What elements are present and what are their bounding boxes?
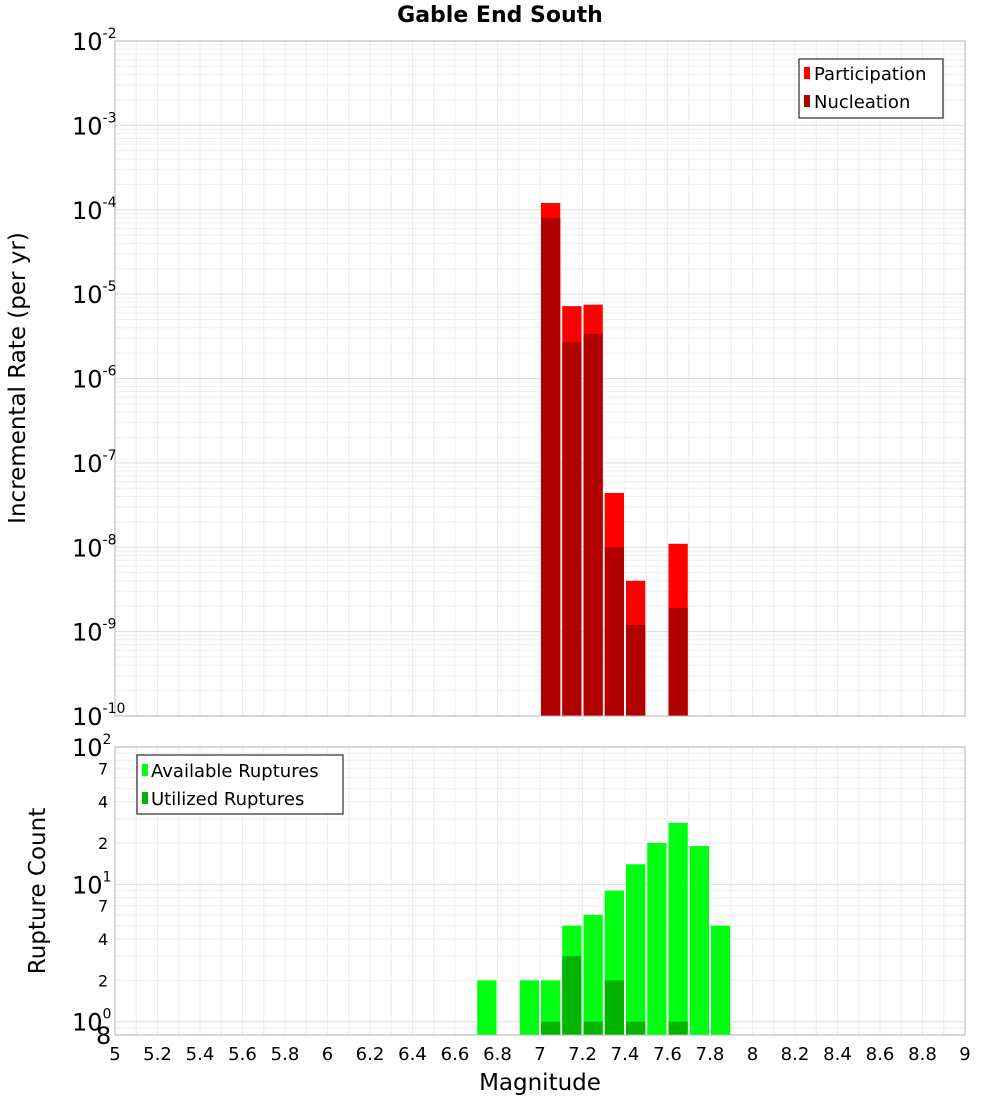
legend-label-participation: Participation xyxy=(814,64,926,85)
x-tick-label: 6.2 xyxy=(356,1044,385,1065)
legend-label-available-ruptures: Available Ruptures xyxy=(151,761,319,782)
bottom-legend: Available Ruptures Utilized Ruptures xyxy=(136,754,344,815)
chart-title: Gable End South xyxy=(397,3,603,28)
x-tick-label: 8.6 xyxy=(866,1044,895,1065)
y-minor-tick-label: 2 xyxy=(98,971,108,990)
legend-swatch-utilized-ruptures xyxy=(142,792,148,804)
x-tick-label: 7.2 xyxy=(568,1044,597,1065)
x-tick-label: 8.4 xyxy=(823,1044,852,1065)
bottom-bar-available-ruptures xyxy=(647,843,667,1035)
x-tick-label: 6 xyxy=(322,1044,333,1065)
x-tick-label: 8.2 xyxy=(781,1044,810,1065)
y-tick-label: 10-4 xyxy=(72,195,117,225)
x-tick-label: 7.4 xyxy=(611,1044,640,1065)
x-tick-label: 7.8 xyxy=(696,1044,725,1065)
bottom-bar-available-ruptures xyxy=(541,980,561,1035)
y-tick-label: 10-2 xyxy=(72,26,117,56)
y-tick-label: 100 xyxy=(72,1007,111,1037)
x-tick-label: 6.6 xyxy=(441,1044,470,1065)
bottom-y-tick-labels: 102 101 100 7 4 2 7 4 2 8 xyxy=(72,732,111,1050)
x-tick-label: 7 xyxy=(534,1044,545,1065)
top-bar-nucleation xyxy=(541,217,561,716)
top-bar-nucleation xyxy=(583,333,603,716)
bottom-bar-utilized-ruptures xyxy=(562,956,582,1035)
bottom-bar-available-ruptures xyxy=(626,864,646,1035)
x-tick-label: 5.6 xyxy=(228,1044,257,1065)
top-plot-frame xyxy=(114,40,966,717)
top-legend-box xyxy=(798,58,944,119)
x-tick-label: 8.8 xyxy=(908,1044,937,1065)
y-tick-label: 10-9 xyxy=(72,617,117,647)
legend-label-nucleation: Nucleation xyxy=(814,92,910,113)
bottom-legend-box xyxy=(136,754,344,815)
x-tick-label: 5.4 xyxy=(186,1044,215,1065)
top-bar-nucleation xyxy=(604,547,624,716)
legend-label-utilized-ruptures: Utilized Ruptures xyxy=(151,789,304,810)
x-tick-label: 9 xyxy=(959,1044,970,1065)
y-tick-label: 10-8 xyxy=(72,532,117,562)
x-tick-label: 5.2 xyxy=(143,1044,172,1065)
bottom-plot-frame xyxy=(114,746,966,1036)
bottom-bar-available-ruptures xyxy=(668,822,688,1035)
x-tick-label: 5 xyxy=(109,1044,120,1065)
x-tick-label: 7.6 xyxy=(653,1044,682,1065)
y-tick-label: 101 xyxy=(72,869,111,899)
y-tick-label: 10-3 xyxy=(72,110,117,140)
bottom-bar-utilized-ruptures xyxy=(626,1021,646,1035)
x-tick-label: 6.8 xyxy=(483,1044,512,1065)
y-minor-tick-label: 4 xyxy=(98,793,108,812)
y-tick-label: 10-5 xyxy=(72,279,117,309)
top-plot-bars xyxy=(541,203,688,716)
legend-swatch-available-ruptures xyxy=(142,764,148,776)
bottom-bar-utilized-ruptures xyxy=(668,1021,688,1035)
bottom-bar-available-ruptures xyxy=(711,925,731,1035)
bottom-y-axis-label: Rupture Count xyxy=(25,808,51,974)
x-tick-label: 6.4 xyxy=(398,1044,427,1065)
top-bar-nucleation xyxy=(668,608,688,716)
y-minor-tick-label: 8 xyxy=(96,1022,111,1050)
legend-swatch-participation xyxy=(804,67,810,79)
x-tick-label: 5.8 xyxy=(271,1044,300,1065)
y-tick-label: 10-10 xyxy=(72,701,125,731)
bottom-bar-available-ruptures xyxy=(583,914,603,1035)
bottom-bar-available-ruptures xyxy=(477,980,497,1035)
y-minor-tick-label: 7 xyxy=(98,897,108,916)
top-y-tick-labels: 10-2 10-3 10-4 10-5 10-6 10-7 10-8 10-9 10-10 xyxy=(72,26,125,731)
legend-swatch-nucleation xyxy=(804,95,810,107)
x-axis-label: Magnitude xyxy=(479,1070,601,1096)
y-tick-label: 102 xyxy=(72,732,111,762)
bottom-bar-available-ruptures xyxy=(689,846,709,1035)
bottom-bar-available-ruptures xyxy=(519,980,539,1035)
top-bar-nucleation xyxy=(626,624,646,716)
y-tick-label: 10-7 xyxy=(72,448,117,478)
bottom-bar-utilized-ruptures xyxy=(604,980,624,1035)
x-tick-labels: 5 5.2 5.4 5.6 5.8 6 6.2 6.4 6.6 6.8 7 7.2 7.4 7.6 7.8 8… xyxy=(109,1044,970,1065)
top-y-axis-label: Incremental Rate (per yr) xyxy=(5,232,31,524)
top-plot-grid xyxy=(114,41,966,717)
x-tick-label: 8 xyxy=(747,1044,758,1065)
bottom-bar-utilized-ruptures xyxy=(541,1021,561,1035)
bottom-bar-utilized-ruptures xyxy=(583,1021,603,1035)
bottom-plot-bars xyxy=(477,822,731,1035)
top-legend: Participation Nucleation xyxy=(798,58,944,119)
top-bar-nucleation xyxy=(562,342,582,716)
y-tick-label: 10-6 xyxy=(72,364,117,394)
y-minor-tick-label: 4 xyxy=(98,930,108,949)
y-minor-tick-label: 7 xyxy=(98,759,108,778)
y-minor-tick-label: 2 xyxy=(98,834,108,853)
